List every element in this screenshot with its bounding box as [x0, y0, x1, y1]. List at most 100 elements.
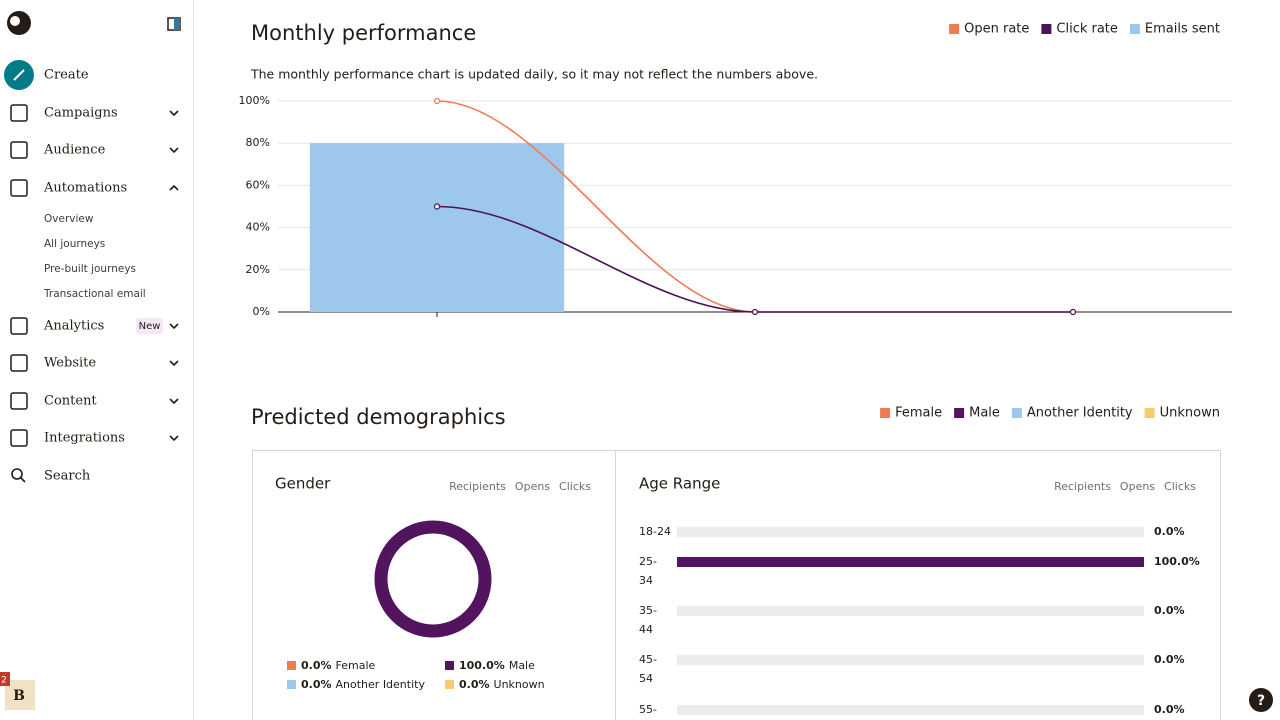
nav-item[interactable]: Audience: [43, 143, 106, 158]
legend-label: Click rate: [1056, 22, 1118, 37]
tab[interactable]: Recipients: [1054, 480, 1111, 493]
nav-icon: [10, 317, 28, 335]
badge: New: [139, 321, 161, 332]
search-icon: [11, 468, 23, 480]
legend-swatch: [880, 408, 891, 418]
legend-label: Female: [895, 406, 942, 421]
category-label: 45-54: [639, 653, 657, 685]
legend-label: Male: [969, 406, 1000, 421]
legend-value: 0.0%: [459, 678, 490, 691]
nav-item[interactable]: Search: [44, 469, 91, 484]
bar-track: [677, 705, 1144, 715]
demographics-card: [252, 450, 1221, 720]
nav-subitem[interactable]: Transactional email: [43, 288, 146, 300]
nav-icon: [10, 354, 28, 372]
expand-chevron[interactable]: [169, 110, 179, 117]
category-label: 18-24: [639, 525, 671, 538]
line-point: [1069, 308, 1077, 316]
nav-subitem[interactable]: Overview: [44, 213, 94, 225]
legend-label: Open rate: [964, 22, 1029, 37]
nav-subitem[interactable]: Pre-built journeys: [44, 263, 136, 275]
expand-chevron[interactable]: [169, 147, 179, 154]
value-label: 0.0%: [1154, 525, 1185, 538]
expand-chevron[interactable]: [169, 435, 179, 442]
legend-label: Another Identity: [1027, 406, 1133, 421]
legend-swatch: [287, 680, 296, 689]
value-label: 100.0%: [1154, 555, 1200, 568]
section-title: Predicted demographics: [251, 405, 506, 429]
bar: [677, 557, 1144, 567]
bar: [309, 143, 565, 312]
tab[interactable]: Recipients: [449, 480, 506, 493]
tab[interactable]: Clicks: [1164, 480, 1196, 493]
nav-icon: [10, 392, 28, 410]
nav-item[interactable]: Create: [44, 68, 89, 83]
legend-value: 100.0%: [459, 659, 505, 672]
chart-title: Monthly performance: [251, 21, 476, 45]
legend-swatch: [287, 661, 296, 670]
nav-item[interactable]: Automations: [43, 181, 127, 196]
legend-value: 0.0%: [301, 659, 332, 672]
legend-label: Female: [336, 659, 376, 672]
legend-label: Male: [509, 659, 535, 672]
bar-track: [677, 655, 1144, 665]
expand-chevron[interactable]: [169, 398, 179, 405]
notification-count: 2: [1, 676, 7, 686]
value-label: 0.0%: [1154, 703, 1185, 716]
category-label: 35-44: [639, 604, 657, 636]
category-label: 25-34: [639, 555, 657, 587]
legend-swatch: [1144, 408, 1155, 418]
tab[interactable]: Opens: [515, 480, 550, 493]
y-tick-label: 20%: [246, 263, 270, 276]
legend-value: 0.0%: [301, 678, 332, 691]
y-tick-label: 80%: [246, 136, 270, 149]
nav-item[interactable]: Integrations: [44, 431, 125, 446]
value-label: 0.0%: [1154, 604, 1185, 617]
legend-swatch: [445, 680, 454, 689]
legend-label: Another Identity: [336, 678, 426, 691]
legend-swatch: [1041, 24, 1052, 34]
nav-item[interactable]: Website: [44, 356, 96, 371]
donut-slice: [374, 520, 492, 638]
value-label: 0.0%: [1154, 653, 1185, 666]
collapse-icon: [174, 18, 180, 30]
bar-track: [677, 527, 1144, 537]
nav-subitem[interactable]: All journeys: [44, 238, 105, 250]
legend-swatch: [954, 408, 965, 418]
line-point: [751, 308, 759, 316]
nav-item[interactable]: Analytics: [43, 319, 104, 334]
help-icon: ?: [1257, 693, 1265, 709]
collapse-chevron[interactable]: [169, 184, 179, 191]
nav-icon: [10, 429, 28, 447]
badge-bg: [136, 318, 163, 334]
legend-swatch: [445, 661, 454, 670]
nav-item[interactable]: Content: [44, 394, 97, 409]
help-button[interactable]: [1249, 688, 1273, 712]
y-tick-label: 0%: [253, 305, 270, 318]
y-tick-label: 100%: [239, 94, 270, 107]
avatar-initial: B: [13, 688, 25, 704]
y-tick-label: 60%: [246, 178, 270, 191]
legend-label: Unknown: [494, 678, 545, 691]
tab[interactable]: Opens: [1120, 480, 1155, 493]
legend-swatch: [949, 24, 960, 34]
legend-label: Unknown: [1160, 406, 1220, 421]
tab[interactable]: Clicks: [559, 480, 591, 493]
legend-swatch: [1011, 408, 1022, 418]
y-tick-label: 40%: [246, 221, 270, 234]
create-pencil: [13, 69, 25, 81]
expand-chevron[interactable]: [169, 323, 179, 330]
legend-label: Emails sent: [1145, 22, 1220, 37]
nav-item[interactable]: Campaigns: [44, 106, 118, 121]
bar-track: [677, 606, 1144, 616]
legend-swatch: [1129, 24, 1140, 34]
line-point: [433, 203, 441, 210]
nav-icon: [10, 141, 28, 159]
expand-chevron[interactable]: [169, 360, 179, 367]
logo-detail: [10, 16, 20, 26]
notification-badge: [0, 672, 10, 686]
card-title: Age Range: [639, 475, 720, 493]
nav-icon: [10, 179, 28, 197]
